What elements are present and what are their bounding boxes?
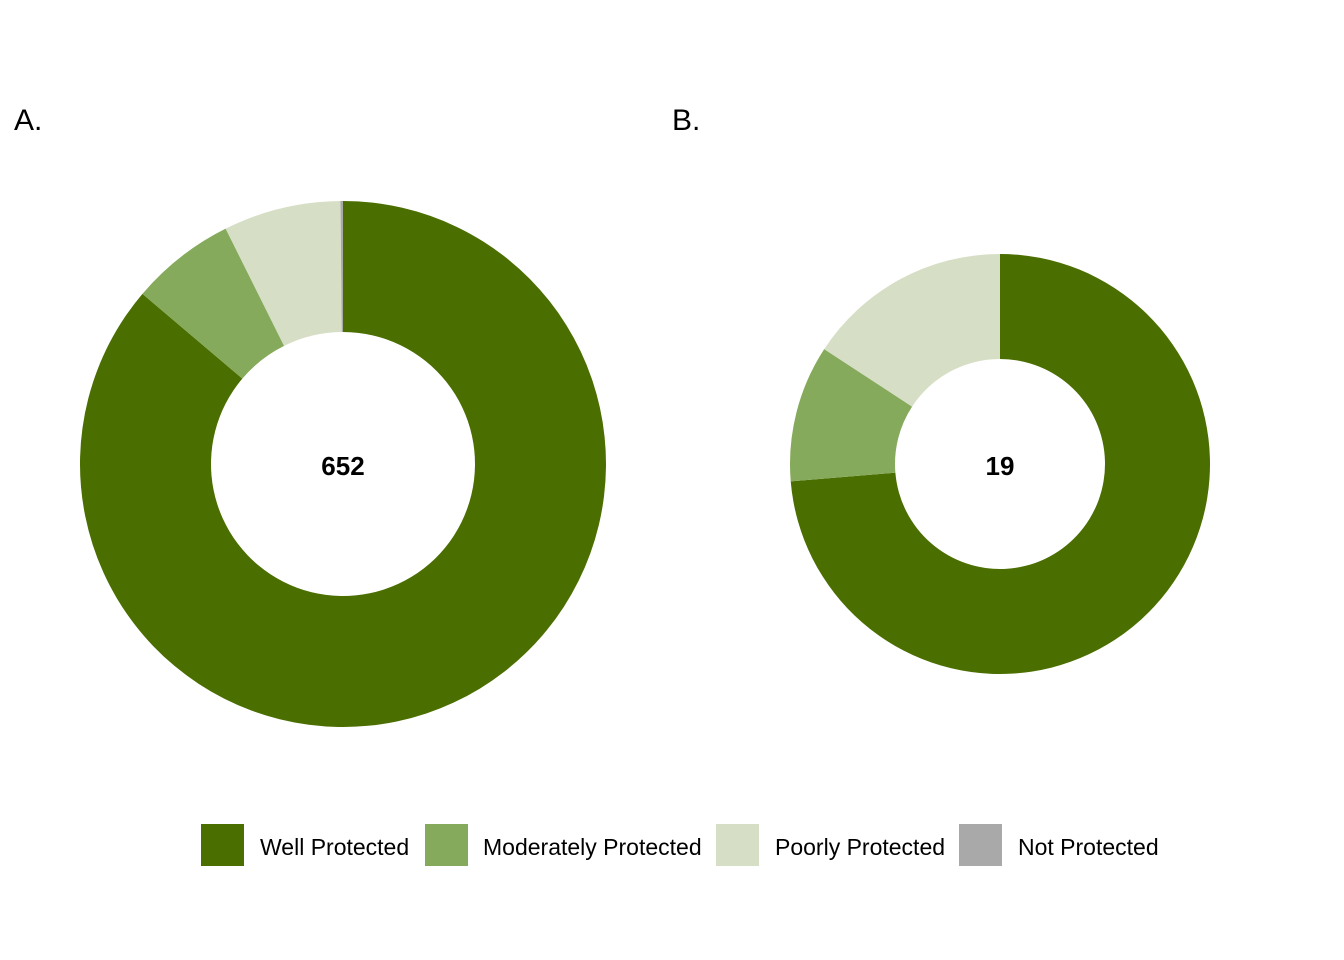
legend-swatch-not <box>959 824 1002 866</box>
slice-well-protected <box>80 201 607 728</box>
slice-not-protected <box>340 201 343 333</box>
slice-poorly-protected <box>824 254 1000 407</box>
slice-moderately-protected <box>142 228 285 379</box>
panel-label-b: B. <box>672 104 700 137</box>
center-label-a: 652 <box>321 451 364 481</box>
legend-swatch-moderate <box>425 824 468 866</box>
legend-label-well: Well Protected <box>260 834 409 860</box>
slice-moderately-protected <box>790 349 913 482</box>
slice-poorly-protected <box>225 201 342 346</box>
legend-label-moderate: Moderately Protected <box>483 834 702 860</box>
legend-label-not: Not Protected <box>1018 834 1159 860</box>
legend-swatch-poor <box>716 824 759 866</box>
panel-label-a: A. <box>14 104 42 137</box>
center-label-b: 19 <box>986 451 1015 481</box>
slice-well-protected <box>790 254 1211 674</box>
legend-label-poor: Poorly Protected <box>775 834 945 860</box>
legend-swatch-well <box>201 824 244 866</box>
donut-a <box>80 201 607 728</box>
legend: Well Protected Moderately Protected Poor… <box>201 824 1159 866</box>
donut-b <box>790 254 1211 674</box>
